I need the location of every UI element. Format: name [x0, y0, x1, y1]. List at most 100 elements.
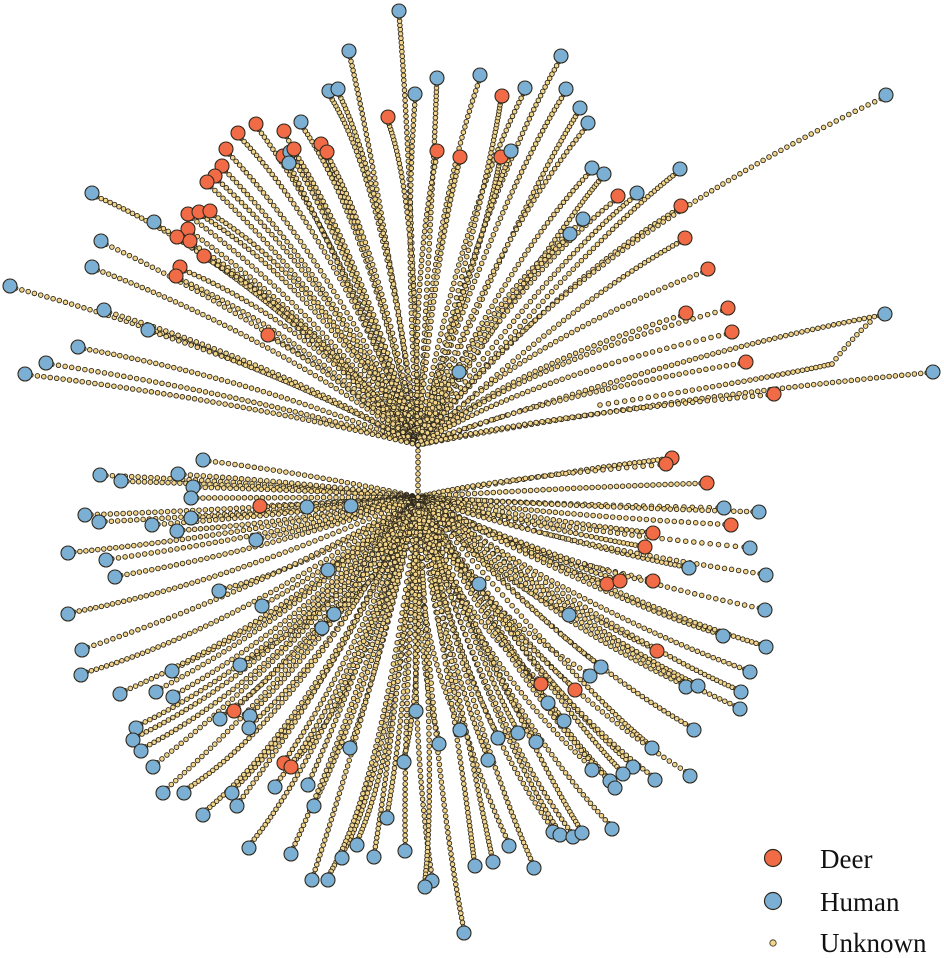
unknown-node [402, 193, 408, 200]
unknown-node [343, 337, 349, 344]
unknown-node [441, 410, 447, 416]
unknown-node [557, 416, 563, 422]
unknown-node [697, 194, 704, 201]
unknown-node [449, 286, 455, 293]
unknown-node [636, 353, 642, 359]
unknown-node [249, 263, 255, 269]
unknown-node [332, 343, 338, 350]
unknown-node [375, 207, 381, 213]
unknown-node [324, 219, 330, 225]
unknown-node [563, 258, 569, 265]
unknown-node [499, 252, 505, 258]
unknown-node [332, 222, 339, 229]
unknown-node [295, 252, 301, 259]
unknown-node [504, 241, 511, 248]
unknown-node [509, 271, 515, 278]
unknown-node [128, 473, 135, 480]
unknown-node [245, 521, 251, 527]
unknown-node [637, 262, 644, 269]
unknown-node [380, 362, 387, 368]
unknown-node [299, 171, 306, 178]
unknown-node [330, 361, 337, 367]
unknown-node [760, 157, 766, 164]
unknown-node [296, 334, 303, 340]
unknown-node [157, 331, 163, 338]
unknown-node [296, 344, 302, 351]
unknown-node [165, 515, 172, 521]
unknown-node [351, 277, 358, 283]
unknown-node [355, 219, 361, 225]
unknown-node [524, 324, 530, 331]
unknown-node [522, 407, 528, 413]
unknown-node [265, 227, 271, 234]
unknown-node [161, 294, 168, 300]
unknown-node [415, 471, 421, 477]
unknown-node [188, 369, 195, 375]
unknown-node [417, 418, 423, 425]
unknown-node [141, 357, 147, 364]
unknown-node [633, 265, 639, 271]
unknown-node [191, 396, 198, 402]
unknown-node [298, 185, 305, 192]
unknown-node [482, 314, 489, 321]
unknown-node [744, 342, 750, 348]
unknown-node [448, 328, 455, 334]
unknown-node [557, 397, 563, 404]
unknown-node [604, 503, 611, 510]
unknown-node [221, 227, 227, 234]
unknown-node [543, 280, 550, 286]
unknown-node [476, 266, 483, 273]
unknown-node [219, 181, 226, 188]
unknown-node [353, 81, 359, 88]
unknown-node [99, 349, 105, 355]
unknown-node [357, 376, 363, 383]
unknown-node [447, 197, 454, 203]
unknown-node [488, 403, 495, 410]
unknown-node [537, 371, 544, 377]
unknown-node [212, 375, 219, 381]
unknown-node [456, 427, 462, 434]
unknown-node [597, 523, 603, 530]
unknown-node [543, 363, 550, 369]
unknown-node [315, 414, 322, 421]
unknown-node [68, 301, 75, 307]
unknown-node [214, 485, 221, 491]
unknown-node [577, 485, 583, 491]
unknown-node [265, 296, 272, 302]
unknown-node [537, 93, 544, 99]
unknown-node [533, 184, 539, 191]
unknown-node [463, 238, 469, 245]
unknown-node [403, 204, 410, 210]
unknown-node [418, 403, 425, 410]
unknown-node [400, 183, 407, 190]
unknown-node [451, 182, 457, 189]
unknown-node [692, 519, 699, 526]
unknown-node [301, 243, 307, 250]
unknown-node [200, 372, 207, 378]
unknown-node [370, 190, 377, 197]
unknown-node [50, 295, 56, 302]
unknown-node [474, 83, 481, 89]
unknown-node [362, 483, 369, 489]
unknown-node [384, 350, 391, 356]
unknown-node [255, 204, 262, 210]
unknown-node [245, 246, 252, 253]
unknown-node [595, 383, 601, 390]
unknown-node [354, 282, 360, 289]
unknown-node [233, 179, 240, 186]
unknown-node [474, 391, 480, 397]
unknown-node [236, 381, 243, 388]
unknown-node [711, 397, 718, 403]
unknown-node [250, 211, 256, 217]
unknown-node [527, 354, 533, 361]
unknown-node [339, 489, 346, 496]
unknown-node [535, 97, 542, 104]
unknown-node [542, 179, 549, 185]
unknown-node [487, 154, 493, 161]
unknown-node [599, 208, 605, 214]
unknown-node [569, 394, 575, 401]
unknown-node [290, 494, 296, 501]
unknown-node [570, 470, 576, 476]
unknown-node [343, 392, 350, 399]
unknown-node [414, 338, 420, 345]
